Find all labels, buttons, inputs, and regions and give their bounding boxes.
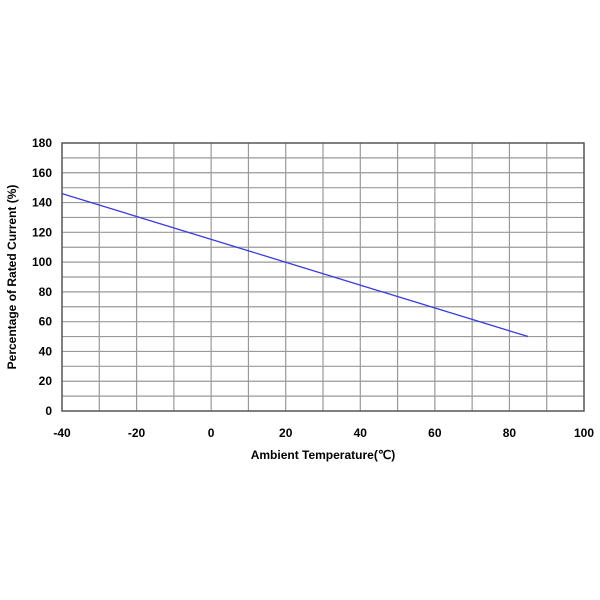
- x-tick-label: 0: [208, 426, 215, 440]
- y-tick-label: 0: [45, 404, 52, 418]
- x-tick-label: 100: [574, 426, 594, 440]
- y-tick-label: 120: [32, 225, 52, 239]
- y-tick-label: 140: [32, 196, 52, 210]
- y-tick-label: 160: [32, 166, 52, 180]
- y-tick-label: 40: [39, 344, 53, 358]
- derating-line: [61, 193, 529, 338]
- x-axis-label: Ambient Temperature(℃): [251, 448, 396, 462]
- x-tick-label: 40: [354, 426, 368, 440]
- x-tick-label: 80: [503, 426, 517, 440]
- y-tick-label: 20: [39, 374, 53, 388]
- x-tick-label: 60: [428, 426, 442, 440]
- x-tick-label: -20: [128, 426, 146, 440]
- x-tick-label: -40: [53, 426, 71, 440]
- y-tick-label: 100: [32, 255, 52, 269]
- y-tick-labels: 0 20 40 60 80 100 120 140 160 180: [32, 136, 52, 418]
- y-axis-label: Percentage of Rated Current (%): [5, 185, 19, 370]
- x-tick-label: 20: [279, 426, 293, 440]
- series-layer: [61, 193, 529, 338]
- plot-frame: [61, 142, 585, 412]
- grid: [62, 143, 584, 411]
- x-tick-labels: -40 -20 0 20 40 60 80 100: [53, 426, 594, 440]
- y-tick-label: 180: [32, 136, 52, 150]
- y-tick-label: 80: [39, 285, 53, 299]
- y-tick-label: 60: [39, 315, 53, 329]
